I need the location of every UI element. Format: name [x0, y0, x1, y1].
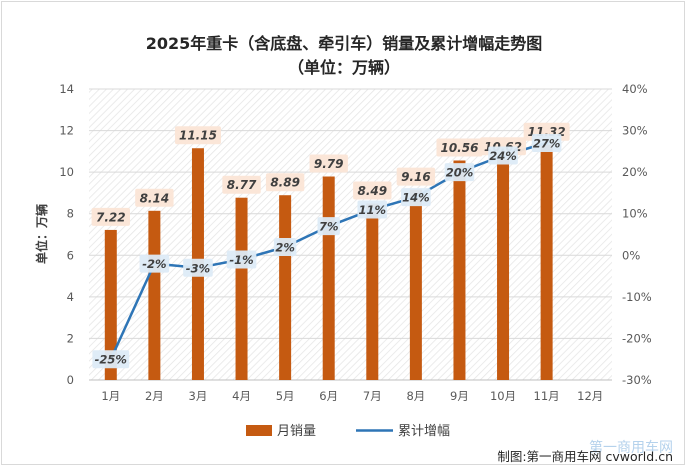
- line-label-box: [273, 237, 297, 256]
- bar-label-box: [353, 181, 392, 200]
- line-label: 7%: [319, 220, 339, 234]
- line-label-box: [401, 188, 431, 207]
- bar-label-box: [396, 167, 436, 186]
- y2-tick-label: 20%: [622, 165, 648, 179]
- bar-label-box: [309, 154, 348, 173]
- line-label: -2%: [142, 257, 166, 271]
- bar-label-box: [174, 126, 221, 145]
- legend-line-label: 累计增幅: [398, 424, 450, 439]
- chart-title: 2025年重卡（含底盘、牵引车）销量及累计增幅走势图: [146, 34, 543, 53]
- x-tick-label: 3月: [189, 389, 208, 403]
- line-label-box: [183, 258, 213, 277]
- bar: [148, 210, 161, 380]
- line-label-box: [488, 146, 518, 165]
- watermark: 第一商用车网: [589, 439, 673, 456]
- bar-label: 10.56: [440, 141, 478, 155]
- line-label-box: [139, 254, 170, 273]
- x-tick-label: 9月: [450, 389, 469, 403]
- x-tick-label: 12月: [577, 389, 603, 403]
- bar-label: 8.49: [357, 184, 387, 198]
- bar-label-box: [222, 175, 261, 194]
- x-tick-label: 2月: [145, 389, 164, 403]
- bar: [104, 229, 117, 380]
- line-label-box: [444, 163, 475, 182]
- bar-label-box: [265, 173, 305, 192]
- y2-tick-label: -30%: [622, 373, 652, 387]
- line-label: 14%: [402, 191, 430, 205]
- bar-label: 11.15: [179, 129, 217, 143]
- bar: [409, 189, 422, 380]
- bar: [235, 197, 248, 380]
- line-label-box: [357, 200, 388, 219]
- y-tick-label: 6: [67, 248, 74, 262]
- bar: [497, 159, 510, 380]
- bar-label-box: [91, 207, 130, 226]
- line-label: 11%: [359, 203, 387, 217]
- x-tick-label: 10月: [490, 389, 516, 403]
- line-label: -1%: [229, 253, 253, 267]
- bar: [453, 160, 466, 380]
- bar-label-box: [135, 188, 174, 207]
- line-label-box: [226, 250, 257, 269]
- bar-series: [104, 144, 553, 380]
- bar-label: 9.79: [314, 157, 344, 171]
- y-axis-ticks: 0 2 4 6 8 10 12 14: [59, 82, 74, 387]
- x-tick-label: 1月: [101, 389, 120, 403]
- line-label: 2%: [275, 240, 295, 254]
- y-tick-label: 12: [59, 124, 74, 138]
- y2-tick-label: -20%: [622, 331, 652, 345]
- bar: [322, 176, 335, 380]
- bar-label: 8.89: [270, 176, 300, 190]
- source-credit: 制图:第一商用车网 cvworld.cn: [497, 449, 673, 464]
- line-label-box: [531, 134, 562, 153]
- bar-label: 8.14: [140, 191, 170, 205]
- line-label: 27%: [533, 137, 561, 151]
- bar-label: 9.16: [401, 170, 431, 184]
- y2-axis-ticks: -30% -20% -10% 0% 10% 20% 30% 40%: [622, 82, 652, 387]
- y-tick-label: 4: [67, 290, 74, 304]
- y-tick-label: 8: [67, 207, 74, 221]
- bar-label: 8.77: [227, 178, 257, 192]
- y-axis-label: 单位：万辆: [34, 204, 49, 264]
- bar: [366, 203, 379, 380]
- legend-bar-label: 月销量: [277, 424, 316, 439]
- y-tick-label: 0: [67, 373, 74, 387]
- bar: [279, 195, 292, 380]
- x-tick-label: 7月: [363, 389, 382, 403]
- line-label: -3%: [186, 261, 210, 275]
- chart-subtitle: （单位：万辆）: [288, 58, 400, 77]
- line-label: 24%: [489, 149, 517, 163]
- y2-tick-label: -10%: [622, 290, 652, 304]
- x-tick-label: 4月: [232, 389, 251, 403]
- x-tick-label: 8月: [406, 389, 425, 403]
- y2-tick-label: 0%: [622, 248, 640, 262]
- bar-label: 7.22: [96, 210, 126, 224]
- y2-tick-label: 40%: [622, 82, 648, 96]
- line-label-box: [92, 350, 130, 369]
- line-label: -25%: [95, 353, 127, 367]
- y2-tick-label: 30%: [622, 124, 648, 138]
- legend-bar-swatch: [246, 425, 272, 436]
- y-tick-label: 10: [59, 165, 74, 179]
- x-tick-label: 6月: [319, 389, 338, 403]
- bar-label-box: [436, 138, 483, 157]
- x-tick-label: 5月: [276, 389, 295, 403]
- line-label-box: [317, 217, 340, 236]
- bar: [540, 144, 553, 380]
- y2-tick-label: 10%: [622, 207, 648, 221]
- legend: 月销量 累计增幅: [246, 424, 450, 439]
- y-tick-label: 14: [59, 82, 74, 96]
- line-data-labels: -25% -2% -3% -1% 2% 7% 11% 14% 20% 24% 27%: [92, 134, 562, 369]
- x-axis-ticks: 1月 2月 3月 4月 5月 6月 7月 8月 9月 10月 11月 12月: [101, 389, 603, 403]
- line-label: 20%: [446, 166, 474, 180]
- x-tick-label: 11月: [534, 389, 560, 403]
- y-tick-label: 2: [67, 331, 74, 345]
